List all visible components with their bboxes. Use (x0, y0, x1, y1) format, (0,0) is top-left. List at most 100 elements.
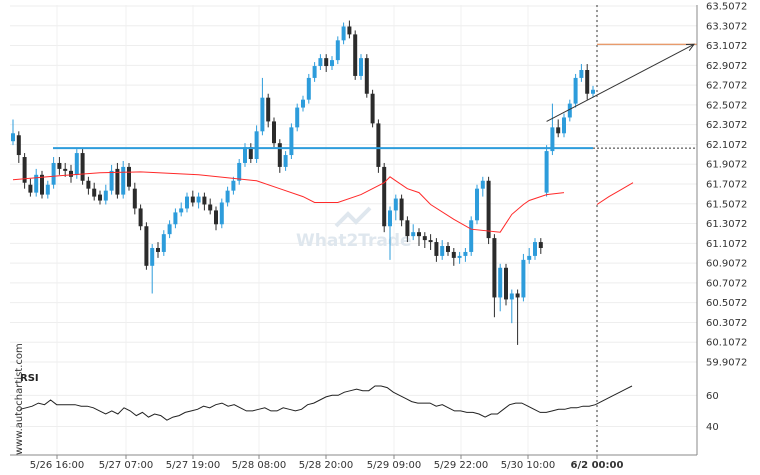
candle (34, 168, 39, 197)
candle (98, 190, 102, 205)
candle-body (179, 208, 184, 213)
candle-body (498, 267, 503, 298)
candle (533, 238, 537, 260)
y-tick-label: 61.7072 (706, 180, 747, 191)
candle (411, 224, 416, 241)
candle (422, 232, 427, 249)
candle-body (231, 180, 236, 191)
y-tick-label: 60.5072 (706, 298, 747, 309)
candle (417, 228, 421, 247)
candle-body (428, 240, 433, 243)
y-tick-label: 62.9072 (706, 61, 747, 72)
candle-body (109, 170, 114, 191)
candle-body (567, 103, 572, 118)
candle-body (475, 188, 479, 221)
candle (16, 131, 21, 163)
rsi-tick-label: 60 (706, 391, 719, 402)
candle (544, 145, 549, 197)
candle (504, 263, 508, 306)
candle-body (324, 58, 329, 67)
y-tick-label: 62.3072 (706, 120, 747, 131)
candle (219, 198, 224, 229)
candle-body (393, 198, 398, 211)
candle-body (63, 168, 68, 171)
candle-body (463, 251, 468, 256)
y-tick-label: 63.1072 (706, 41, 747, 52)
candle-body (399, 198, 404, 221)
x-tick-label: 5/28 20:00 (299, 460, 353, 471)
candle-body (208, 204, 213, 211)
candle-body (272, 121, 276, 144)
rsi-tick-label: 40 (706, 422, 719, 433)
candle-body (434, 242, 439, 256)
x-tick-label: 5/28 08:00 (232, 460, 286, 471)
watermark-logo-icon (334, 206, 372, 228)
candle-body (591, 89, 595, 94)
candle (463, 248, 468, 262)
candle (179, 202, 184, 217)
candle-body (370, 93, 375, 124)
candles (11, 20, 595, 345)
candle (277, 139, 282, 173)
moving-average-projection (596, 182, 634, 205)
x-tick-label: 5/26 16:00 (30, 460, 84, 471)
candle (231, 176, 236, 195)
candle-body (359, 58, 363, 76)
candle-body (318, 58, 323, 67)
candle (63, 162, 68, 177)
candle (451, 248, 456, 266)
candle-body (579, 70, 584, 78)
y-tick-label: 61.5072 (706, 199, 747, 210)
candle (254, 125, 259, 163)
candle (591, 85, 595, 98)
candle (161, 230, 166, 256)
candle (156, 242, 160, 258)
candle-body (11, 133, 15, 142)
pattern-arrow-line (546, 43, 695, 122)
candle (243, 143, 247, 167)
candle-body (173, 212, 178, 225)
candle (301, 95, 305, 112)
candle-body (86, 180, 91, 189)
candle-body (347, 26, 352, 35)
candle-body (283, 155, 288, 167)
candle-body (185, 196, 189, 209)
grid-lines (10, 5, 697, 455)
candle-body (335, 40, 340, 61)
candle-body (248, 147, 253, 160)
candle (318, 54, 323, 71)
candle-body (312, 66, 317, 78)
candle (376, 119, 381, 173)
candle (150, 244, 155, 294)
candle (579, 64, 584, 82)
candle-body (562, 117, 566, 134)
x-tick-label: 5/27 19:00 (166, 460, 220, 471)
candle-body (504, 267, 508, 300)
y-tick-label: 60.1072 (706, 338, 747, 349)
candle (190, 190, 195, 207)
candle (80, 149, 85, 185)
candle-body (161, 234, 166, 252)
candle (266, 93, 271, 128)
candle-body (144, 226, 149, 266)
candle (480, 176, 485, 197)
candle-body (138, 208, 143, 227)
candle (28, 178, 33, 197)
candle (509, 289, 514, 324)
candle-body (80, 153, 85, 181)
candle-body (289, 127, 294, 156)
y-tick-label: 60.7072 (706, 278, 747, 289)
candle-body (533, 242, 537, 256)
candle-body (364, 58, 369, 94)
candle-body (486, 180, 491, 239)
candle-body (190, 196, 195, 203)
rsi-label: RSI (20, 373, 39, 384)
candle (434, 238, 439, 262)
candle (515, 289, 520, 345)
y-tick-label: 60.9072 (706, 259, 747, 270)
candle (202, 192, 207, 211)
candle-body (40, 174, 44, 195)
candle-body (254, 131, 259, 160)
x-tick-label: 6/2 00:00 (571, 460, 624, 471)
candle (86, 176, 91, 195)
